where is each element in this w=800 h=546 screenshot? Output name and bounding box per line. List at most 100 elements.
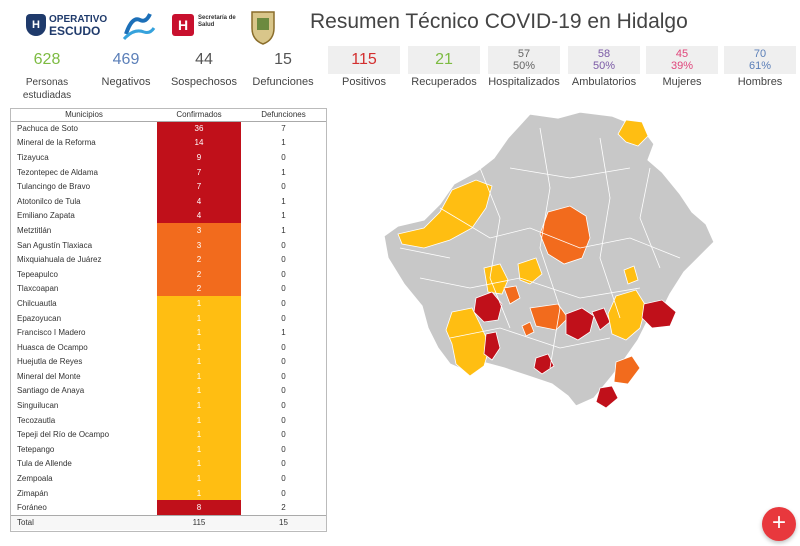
table-row[interactable]: Mixquiahuala de Juárez 2 0 — [11, 252, 326, 267]
table-row[interactable]: Pachuca de Soto 36 7 — [11, 121, 326, 136]
defunciones-cell: 1 — [281, 167, 286, 177]
salud-line2: Salud — [198, 22, 215, 28]
confirmados-cell: 1 — [157, 383, 241, 399]
table-row[interactable]: Huasca de Ocampo 1 0 — [11, 339, 326, 355]
municipio-cell: Tepeapulco — [17, 269, 58, 279]
table-row[interactable]: Tecozautla 1 0 — [11, 412, 326, 428]
salud-line1: Secretaría de — [198, 15, 236, 21]
stat-label: Mujeres — [662, 76, 702, 88]
choropleth-map[interactable] — [380, 108, 720, 413]
municipio-cell: Tizayuca — [17, 152, 49, 162]
escudo-line2: ESCUDO — [49, 24, 101, 38]
table-row[interactable]: Tepeji del Río de Ocampo 1 0 — [11, 427, 326, 443]
stat-label: Sospechosos — [170, 76, 238, 88]
region-central-orange[interactable] — [529, 303, 569, 331]
stat-value: 44 — [195, 51, 213, 68]
table-row[interactable]: Tulancingo de Bravo 7 0 — [11, 179, 326, 194]
table-row[interactable]: Tula de Allende 1 0 — [11, 456, 326, 472]
table-row[interactable]: San Agustín Tlaxiaca 3 0 — [11, 237, 326, 253]
defunciones-cell: 1 — [281, 225, 286, 235]
stat-value: 15 — [274, 51, 292, 68]
table-row[interactable]: Singuilucan 1 0 — [11, 398, 326, 413]
table-row[interactable]: Mineral de la Reforma 14 1 — [11, 135, 326, 151]
page-title: Resumen Técnico COVID-19 en Hidalgo — [310, 10, 688, 33]
defunciones-cell: 1 — [281, 138, 286, 148]
column-header-confirmados[interactable]: Confirmados — [157, 109, 241, 122]
region-small-orange[interactable] — [521, 321, 535, 337]
total-confirmados: 115 — [157, 514, 241, 530]
table-row[interactable]: Tizayuca 9 0 — [11, 150, 326, 165]
region-tepeji[interactable] — [483, 331, 501, 361]
table-row[interactable]: Tezontepec de Aldama 7 1 — [11, 164, 326, 180]
region-tizayuca[interactable] — [595, 385, 619, 409]
hidalgo-map[interactable] — [380, 108, 720, 413]
region-northeast[interactable] — [617, 119, 649, 147]
confirmados-cell: 1 — [157, 427, 241, 443]
defunciones-cell: 0 — [281, 371, 286, 381]
stat-value: 115 — [328, 46, 400, 74]
region-pachuca[interactable] — [565, 307, 595, 341]
table-row[interactable]: Epazoyucan 1 0 — [11, 310, 326, 326]
table-row[interactable]: Emiliano Zapata 4 1 — [11, 208, 326, 224]
table-row[interactable]: Foráneo 8 2 — [11, 500, 326, 516]
stat-label: Recuperados — [411, 76, 477, 88]
stat-negativos: 469 Negativos — [88, 46, 164, 89]
add-fab-button[interactable]: + — [762, 507, 796, 541]
region-chilcuautla[interactable] — [517, 257, 543, 285]
confirmados-cell: 1 — [157, 296, 241, 311]
confirmados-cell: 1 — [157, 412, 241, 428]
defunciones-cell: 0 — [281, 444, 286, 454]
confirmados-cell: 3 — [157, 223, 241, 238]
hidalgo-crest-icon — [248, 6, 278, 46]
table-row[interactable]: Zempoala 1 0 — [11, 471, 326, 486]
table-row[interactable]: Santiago de Anaya 1 0 — [11, 383, 326, 399]
table-row[interactable]: Metztitlán 3 1 — [11, 223, 326, 238]
table-row[interactable]: Mineral del Monte 1 0 — [11, 369, 326, 384]
stat-ambulatorios: 58 50% Ambulatorios — [566, 46, 642, 89]
confirmados-cell: 1 — [157, 369, 241, 384]
region-tezontepec[interactable] — [533, 353, 555, 375]
region-tlaxcoapan[interactable] — [503, 285, 521, 305]
confirmados-cell: 9 — [157, 150, 241, 165]
region-tulancingo[interactable] — [641, 299, 677, 329]
region-center-west[interactable] — [483, 263, 509, 295]
region-southeast[interactable] — [613, 355, 641, 385]
region-east-yellow[interactable] — [607, 289, 647, 341]
table-row[interactable]: Francisco I Madero 1 1 — [11, 325, 326, 340]
region-metztitlan[interactable] — [539, 205, 591, 265]
confirmados-cell: 1 — [157, 325, 241, 340]
municipio-cell: Epazoyucan — [17, 313, 62, 323]
defunciones-cell: 0 — [281, 240, 286, 250]
defunciones-cell: 0 — [281, 459, 286, 469]
table-row[interactable]: Tetepango 1 0 — [11, 442, 326, 457]
stat-recuperados: 21 Recuperados — [406, 46, 482, 89]
defunciones-cell: 0 — [281, 488, 286, 498]
logo-bar: H OPERATIVO ESCUDO H Secretaría de Salud — [22, 6, 292, 46]
table-row[interactable]: Atotonilco de Tula 4 1 — [11, 193, 326, 209]
table-row[interactable]: Huejutla de Reyes 1 0 — [11, 354, 326, 370]
column-header-municipios[interactable]: Municipios — [11, 109, 157, 122]
stat-value: 57 — [517, 48, 531, 60]
column-header-defunciones[interactable]: Defunciones — [241, 109, 326, 122]
municipio-cell: Pachuca de Soto — [17, 124, 78, 134]
defunciones-cell: 0 — [281, 357, 286, 367]
municipio-cell: Metztitlán — [17, 225, 52, 235]
region-south-west[interactable] — [445, 307, 491, 377]
table-row[interactable]: Tepeapulco 2 0 — [11, 266, 326, 282]
defunciones-cell: 0 — [281, 415, 286, 425]
municipio-cell: Singuilucan — [17, 401, 59, 411]
total-label: Total — [11, 514, 157, 530]
municipios-table[interactable]: Municipios Confirmados Defunciones Pachu… — [10, 108, 327, 532]
defunciones-cell: 1 — [281, 328, 286, 338]
municipio-cell: Mineral de la Reforma — [17, 138, 96, 148]
municipio-cell: Tecozautla — [17, 415, 56, 425]
table-row[interactable]: Chilcuautla 1 0 — [11, 296, 326, 311]
region-east-north[interactable] — [623, 265, 639, 285]
region-northwest[interactable] — [397, 179, 493, 249]
table-row[interactable]: Tlaxcoapan 2 0 — [11, 281, 326, 297]
defunciones-cell: 0 — [281, 269, 286, 279]
stat-percent: 50% — [592, 60, 616, 72]
defunciones-cell: 0 — [281, 386, 286, 396]
municipio-cell: Mixquiahuala de Juárez — [17, 255, 102, 265]
table-row[interactable]: Zimapán 1 0 — [11, 485, 326, 501]
